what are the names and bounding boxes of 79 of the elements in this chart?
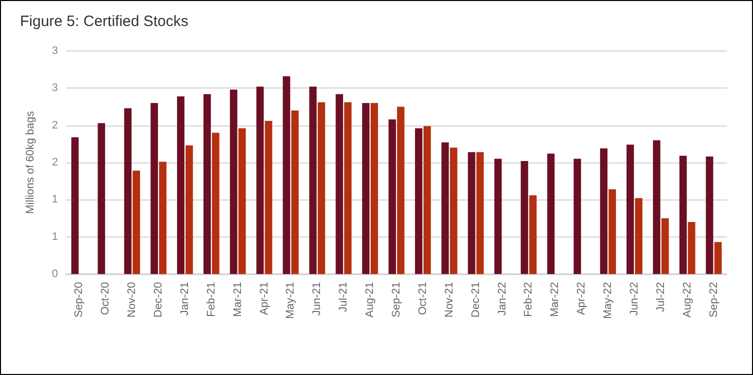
bar (706, 156, 714, 274)
bar (388, 119, 396, 274)
x-tick-label: May-21 (284, 282, 297, 319)
bar (574, 158, 582, 274)
x-tick-label: May-22 (602, 282, 614, 319)
x-tick-label: Dec-20 (152, 282, 165, 318)
x-tick-label: Oct-21 (416, 282, 429, 316)
bar (318, 102, 326, 274)
bar (230, 90, 238, 274)
x-tick-label: Mar-22 (549, 282, 562, 317)
x-tick-label: Jan-21 (178, 282, 191, 316)
bar (370, 103, 378, 274)
x-tick-label: Sep-22 (708, 282, 720, 318)
bar (608, 189, 616, 274)
bar (282, 76, 290, 274)
x-tick-label: Jul-22 (654, 282, 667, 312)
y-tick-label: 1 (52, 194, 58, 206)
bar (441, 142, 449, 274)
bar (256, 86, 264, 274)
bar (476, 152, 484, 274)
x-tick-label: Jul-21 (338, 282, 350, 312)
bar (547, 154, 555, 274)
x-tick-label: Nov-21 (443, 282, 456, 318)
x-tick-label: Apr-21 (258, 282, 270, 316)
bar (177, 96, 184, 274)
x-tick-label: Mar-21 (232, 282, 244, 317)
x-tick-label: Oct-20 (100, 282, 112, 316)
bar (688, 222, 696, 274)
bar (203, 94, 211, 274)
bar (468, 152, 476, 274)
y-tick-label: 1 (52, 230, 58, 243)
y-tick-label: 3 (52, 82, 58, 94)
bar (159, 162, 166, 274)
chart-title: Figure 5: Certified Stocks (20, 13, 188, 30)
bar (150, 103, 158, 274)
y-tick-label: 3 (52, 45, 58, 57)
bar (661, 218, 669, 274)
bar (71, 137, 79, 274)
bar (529, 195, 537, 274)
bar (600, 148, 608, 274)
bar (344, 102, 352, 274)
x-tick-label: Nov-20 (126, 282, 138, 318)
y-tick-label: 2 (52, 119, 58, 132)
bar (212, 132, 220, 274)
y-tick-label: 2 (52, 156, 58, 168)
bar (336, 94, 344, 274)
bar (494, 158, 502, 274)
x-tick-label: Jan-22 (496, 282, 508, 316)
x-tick-label: Sep-20 (73, 282, 86, 318)
bar (635, 198, 642, 274)
x-tick-label: Aug-21 (364, 282, 376, 318)
x-tick-label: Sep-21 (390, 282, 402, 318)
bar (238, 128, 246, 274)
bar (415, 128, 422, 274)
bar (124, 108, 132, 274)
x-tick-label: Dec-21 (470, 282, 482, 318)
bar (714, 242, 722, 274)
bar (397, 106, 404, 274)
bar (520, 161, 528, 274)
bar (423, 126, 431, 274)
bar (679, 156, 687, 274)
x-tick-label: Feb-21 (205, 282, 218, 317)
bar (626, 144, 634, 274)
bar (186, 145, 193, 274)
y-tick-label: 0 (52, 268, 58, 280)
bar (264, 120, 272, 274)
x-tick-label: Jun-21 (311, 282, 324, 316)
bar (450, 148, 458, 274)
x-tick-label: Aug-22 (681, 282, 694, 318)
y-axis-title: Millions of 60kg bags (24, 110, 36, 214)
bar (309, 86, 317, 274)
x-tick-label: Apr-22 (576, 282, 588, 316)
bar (652, 140, 660, 274)
bar (291, 110, 299, 274)
bar (362, 103, 370, 274)
x-tick-label: Jun-22 (628, 282, 640, 316)
x-tick-label: Feb-22 (522, 282, 535, 317)
bar (98, 123, 106, 274)
bar (132, 170, 140, 274)
